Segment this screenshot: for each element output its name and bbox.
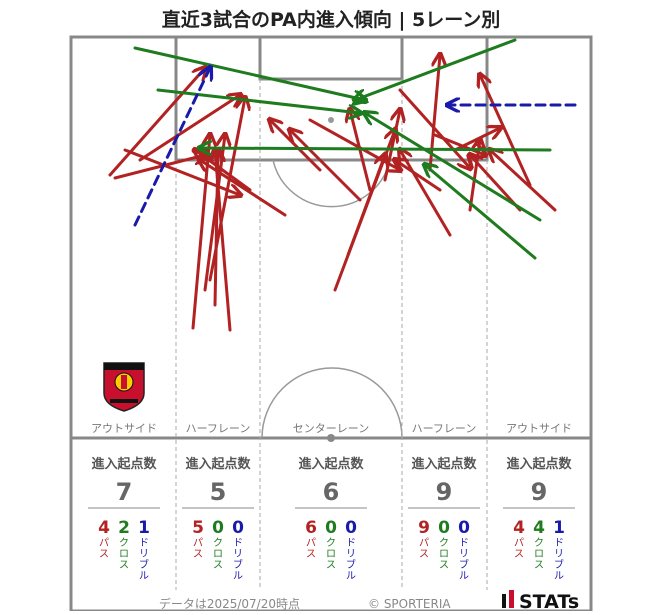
cross-type-label: クロス (439, 537, 449, 571)
lane-name: ハーフレーン (186, 422, 251, 435)
lane-name: アウトサイド (506, 422, 572, 435)
center-spot (327, 434, 335, 442)
pass-count: 4 (513, 518, 525, 538)
cross-arrow (425, 165, 537, 260)
goal-area (258, 35, 404, 81)
pass-arrow (346, 155, 385, 257)
pass-type-label: パス (419, 537, 429, 560)
pass-arrow (208, 98, 245, 282)
pass-count: 6 (305, 518, 317, 538)
cross-count: 4 (533, 518, 545, 538)
pass-arrow (433, 133, 485, 155)
pass-arrow (200, 160, 287, 217)
penalty-spot (328, 117, 334, 123)
lane-total: 9 (436, 478, 453, 506)
lane-stats: アウトサイド進入起点数74パス2クロス1ドリブルハーフレーン進入起点数55パス0… (88, 422, 575, 582)
lane-stat-label: 進入起点数 (506, 456, 572, 472)
dribble-count: 0 (345, 518, 357, 538)
stats-logo-icon (502, 590, 514, 608)
pass-arrow (428, 55, 440, 172)
lane-stat-label: 進入起点数 (411, 456, 477, 472)
cross-type-label: クロス (534, 537, 544, 571)
cross-arrow (355, 38, 517, 100)
pass-arrow (308, 118, 400, 170)
pass-arrow (490, 150, 557, 212)
footer-copyright: © SPORTERIA (368, 597, 451, 611)
pass-arrow (470, 155, 522, 212)
dribble-count: 0 (232, 518, 244, 538)
pitch-thin-lines (261, 159, 403, 439)
cross-count: 2 (118, 518, 130, 538)
pass-arrow (400, 150, 452, 237)
pass-arrow (395, 160, 442, 192)
dribble-type-label: ドリブル (233, 538, 243, 582)
lane-stat-label: 進入起点数 (91, 456, 157, 472)
pass-arrow (108, 68, 205, 177)
dribble-type-label: ドリブル (346, 538, 356, 582)
cross-arrow (200, 148, 552, 150)
dribble-count: 0 (458, 518, 470, 538)
cross-type-label: クロス (326, 537, 336, 571)
pass-count: 4 (98, 518, 110, 538)
pass-type-label: パス (306, 537, 316, 560)
cross-count: 0 (212, 518, 224, 538)
lane-total: 6 (323, 478, 340, 506)
entry-arrows (108, 38, 577, 332)
dribble-count: 1 (553, 518, 565, 538)
lane-name: センターレーン (293, 422, 369, 435)
dribble-arrow (133, 68, 210, 227)
pass-type-label: パス (99, 537, 109, 560)
pass-count: 9 (418, 518, 430, 538)
pass-arrow (480, 75, 532, 187)
lane-total: 9 (531, 478, 548, 506)
lane-total: 7 (116, 478, 133, 506)
dribble-type-label: ドリブル (459, 538, 469, 582)
pass-arrow (123, 148, 240, 195)
lane-stat-label: 進入起点数 (185, 456, 251, 472)
cross-arrow (133, 46, 365, 100)
pass-type-label: パス (514, 537, 524, 560)
club-crest-icon (103, 362, 145, 412)
pass-type-label: パス (193, 537, 203, 560)
pass-count: 5 (192, 518, 204, 538)
pass-arrow (215, 150, 218, 307)
dribble-type-label: ドリブル (139, 538, 149, 582)
cross-arrow (156, 88, 360, 113)
dribble-count: 1 (138, 518, 150, 538)
lane-total: 5 (210, 478, 227, 506)
cross-count: 0 (438, 518, 450, 538)
cross-count: 0 (325, 518, 337, 538)
pass-arrow (203, 135, 225, 292)
footer-brand: STATs (519, 591, 579, 611)
center-circle (261, 367, 403, 439)
dribble-type-label: ドリブル (554, 538, 564, 582)
lane-name: ハーフレーン (412, 422, 477, 435)
penalty-arc (272, 159, 391, 208)
pass-arrow (270, 120, 322, 172)
cross-arrow (365, 113, 542, 222)
cross-type-label: クロス (213, 537, 223, 571)
chart-title: 直近3試合のPA内進入傾向 | 5レーン別 (162, 8, 501, 31)
lane-name: アウトサイド (91, 422, 157, 435)
footer-date: データは2025/07/20時点 (159, 596, 300, 611)
cross-type-label: クロス (119, 537, 129, 571)
pass-arrow (138, 95, 240, 162)
lane-stat-label: 進入起点数 (298, 456, 364, 472)
pass-arrow (290, 130, 362, 202)
